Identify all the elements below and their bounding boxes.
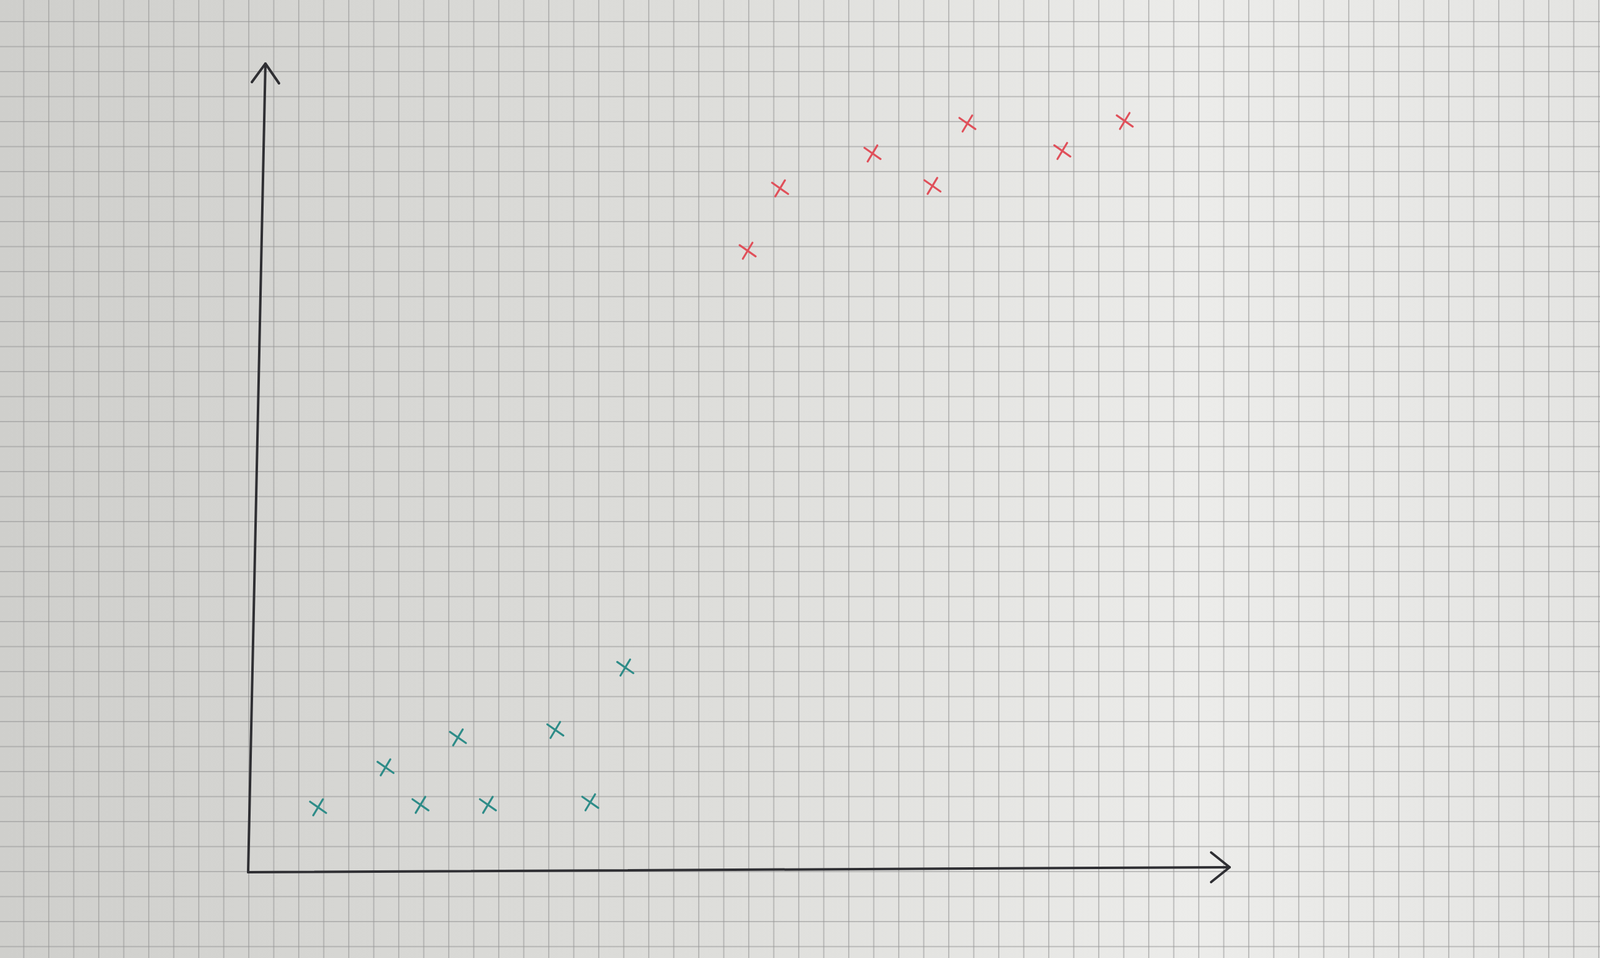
point: [1116, 112, 1133, 130]
point: [772, 180, 789, 197]
point: [959, 115, 976, 132]
point: [924, 177, 941, 194]
page: {"chart_data": {"type": "scatter", "tick…: [0, 0, 1600, 958]
chart: [0, 0, 1600, 958]
point: [450, 729, 467, 746]
point: [864, 145, 881, 162]
point: [1054, 143, 1071, 160]
point: [582, 794, 599, 811]
point: [412, 796, 429, 813]
x-axis: [248, 867, 1230, 873]
point: [617, 659, 634, 676]
x-arrow: [1211, 852, 1230, 883]
points: [309, 112, 1133, 816]
series-1: [739, 112, 1133, 259]
point: [377, 759, 394, 776]
point: [739, 242, 756, 259]
y-axis: [248, 63, 266, 873]
y-arrow: [251, 63, 280, 84]
point: [547, 722, 564, 739]
point: [479, 796, 496, 813]
series-0: [309, 659, 634, 815]
point: [309, 799, 326, 816]
